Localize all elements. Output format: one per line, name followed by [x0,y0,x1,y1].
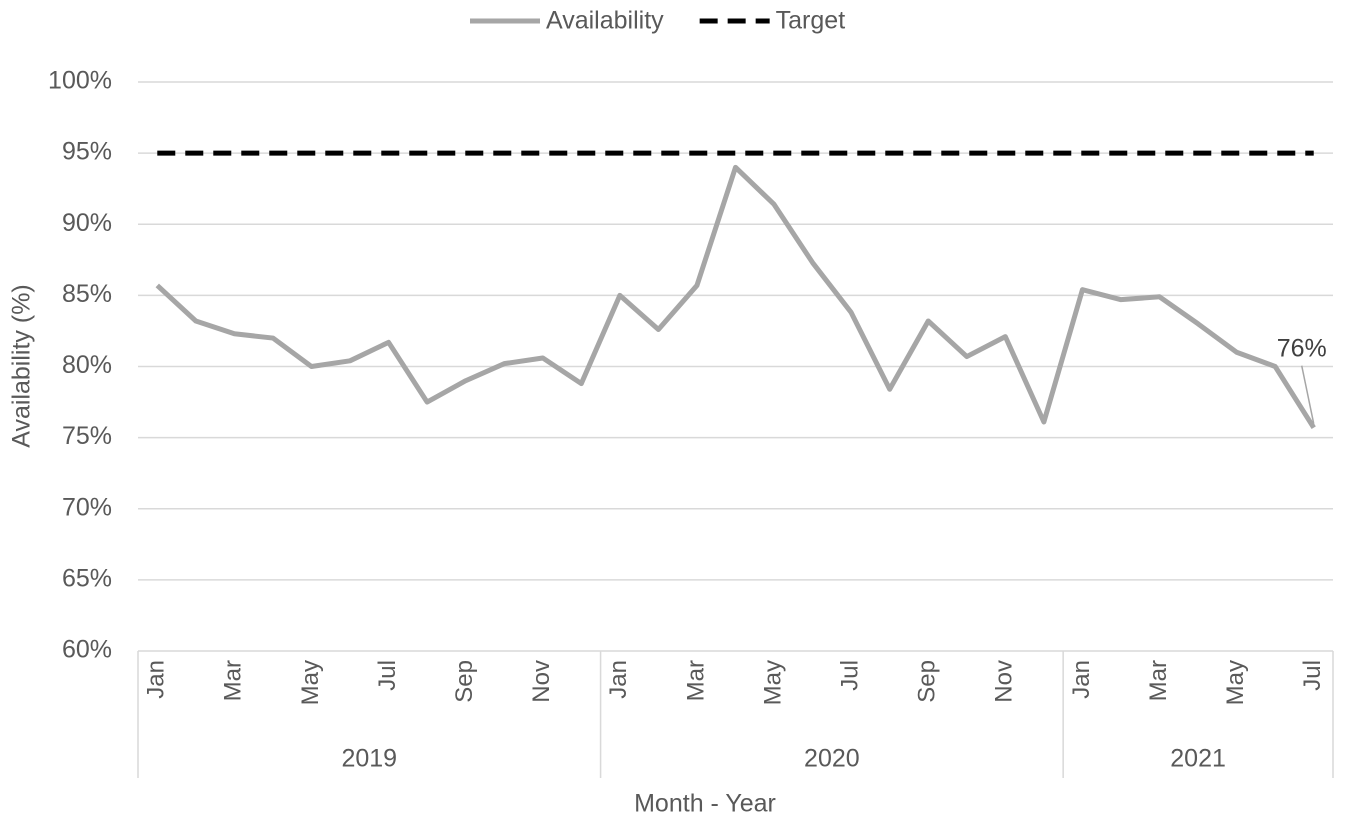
x-group-label: 2019 [341,745,397,773]
x-tick-label: Sep [914,660,941,703]
legend-label: Availability [546,7,664,35]
y-tick-label: 70% [62,493,112,521]
y-axis-title: Availability (%) [8,284,36,447]
x-tick-label: Jul [836,660,863,691]
x-tick-label: Jul [1299,660,1326,691]
label-leader [1300,365,1315,424]
x-tick-label: Sep [451,660,478,703]
x-tick-label: Jan [1068,660,1095,699]
x-tick-label: May [1222,660,1249,705]
x-tick-label: Mar [682,660,709,701]
x-tick-label: Jan [143,660,170,699]
y-tick-label: 80% [62,351,112,379]
y-tick-label: 60% [62,636,112,664]
x-tick-label: Mar [1145,660,1172,701]
y-tick-label: 95% [62,138,112,166]
x-tick-label: Nov [528,660,555,703]
series-line [155,164,1316,430]
x-group-label: 2021 [1170,745,1226,773]
x-tick-label: Mar [220,660,247,701]
x-group-label: 2020 [804,745,860,773]
y-tick-label: 90% [62,209,112,237]
x-tick-label: Jan [605,660,632,699]
y-tick-label: 75% [62,422,112,450]
y-tick-label: 85% [62,280,112,308]
y-tick-label: 100% [48,67,112,95]
x-axis-title: Month - Year [634,790,776,818]
legend-label: Target [776,7,846,35]
x-tick-label: Jul [374,660,401,691]
x-tick-label: May [759,660,786,705]
x-tick-label: May [297,660,324,705]
data-label: 76% [1277,334,1327,362]
x-tick-label: Nov [991,660,1018,703]
y-tick-label: 65% [62,564,112,592]
